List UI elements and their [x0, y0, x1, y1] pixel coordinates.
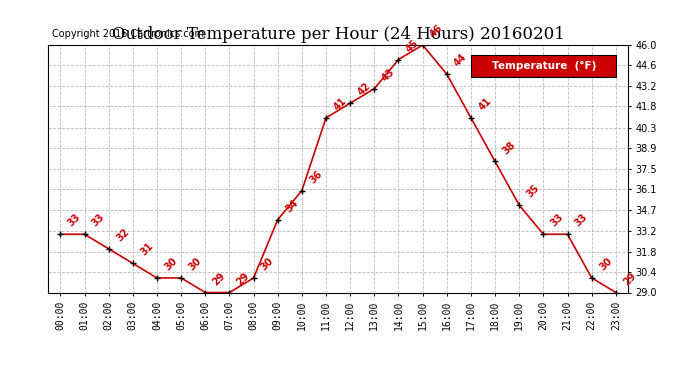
Text: 29: 29 — [211, 270, 228, 287]
Title: Outdoor Temperature per Hour (24 Hours) 20160201: Outdoor Temperature per Hour (24 Hours) … — [112, 27, 564, 44]
Text: 36: 36 — [308, 168, 324, 185]
Text: 44: 44 — [453, 52, 469, 69]
Text: 46: 46 — [428, 23, 445, 39]
Text: 30: 30 — [259, 256, 276, 272]
Text: 30: 30 — [163, 256, 179, 272]
Text: 42: 42 — [356, 81, 373, 98]
Text: 30: 30 — [187, 256, 204, 272]
Text: 45: 45 — [404, 38, 421, 54]
Text: 33: 33 — [573, 212, 590, 229]
Text: 29: 29 — [622, 270, 638, 287]
FancyBboxPatch shape — [471, 55, 616, 77]
Text: 34: 34 — [284, 198, 300, 214]
Text: 41: 41 — [477, 96, 493, 112]
Text: Temperature  (°F): Temperature (°F) — [492, 61, 596, 71]
Text: 35: 35 — [525, 183, 542, 200]
Text: 31: 31 — [139, 241, 155, 258]
Text: 29: 29 — [235, 270, 252, 287]
Text: 32: 32 — [115, 226, 131, 243]
Text: 43: 43 — [380, 66, 397, 83]
Text: 33: 33 — [66, 212, 83, 229]
Text: 30: 30 — [598, 256, 614, 272]
Text: 41: 41 — [332, 96, 348, 112]
Text: 38: 38 — [501, 139, 518, 156]
Text: Copyright 2016 Cartronics.com: Copyright 2016 Cartronics.com — [52, 29, 204, 39]
Text: 33: 33 — [549, 212, 566, 229]
Text: 33: 33 — [90, 212, 107, 229]
